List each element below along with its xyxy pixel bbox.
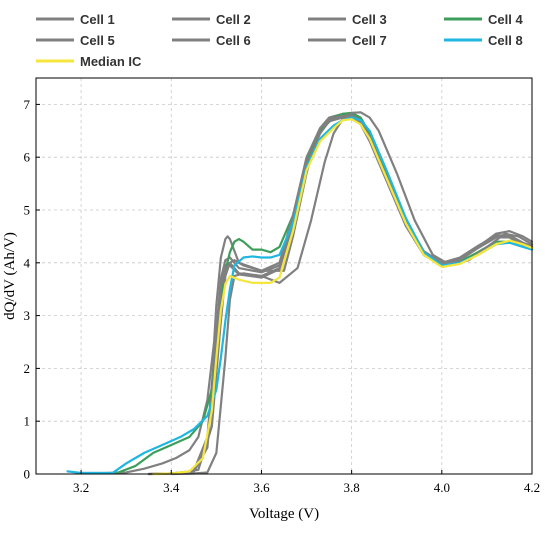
legend-item-cell-5: Cell 5 xyxy=(36,33,115,48)
legend-item-cell-8: Cell 8 xyxy=(444,33,523,48)
grid xyxy=(36,78,533,474)
legend-item-cell-2: Cell 2 xyxy=(172,12,251,27)
x-tick-label: 4.0 xyxy=(434,480,450,495)
y-tick-label: 2 xyxy=(24,361,31,376)
y-tick-label: 0 xyxy=(24,467,31,482)
y-tick-label: 3 xyxy=(24,308,31,323)
series-line-cell-6 xyxy=(156,114,534,476)
y-tick-label: 1 xyxy=(24,414,31,429)
legend-item-cell-7: Cell 7 xyxy=(308,33,387,48)
legend-label: Cell 5 xyxy=(80,33,115,48)
x-tick-label: 3.6 xyxy=(253,480,270,495)
series-line-median-ic xyxy=(152,118,534,476)
x-tick-label: 3.4 xyxy=(163,480,180,495)
y-axis-title: dQ/dV (Ah/V) xyxy=(2,232,18,320)
legend-item-cell-3: Cell 3 xyxy=(308,12,387,27)
legend-label: Cell 1 xyxy=(80,12,115,27)
legend-item-median-ic: Median IC xyxy=(36,54,142,69)
plot-frame xyxy=(35,77,533,475)
series-lines xyxy=(66,111,534,476)
series-line-cell-7 xyxy=(147,114,534,476)
legend-label: Cell 3 xyxy=(352,12,387,27)
legend-label: Cell 7 xyxy=(352,33,387,48)
x-axis-title: Voltage (V) xyxy=(249,506,319,522)
y-tick-label: 4 xyxy=(24,255,31,270)
legend-item-cell-4: Cell 4 xyxy=(444,12,523,27)
legend-label: Median IC xyxy=(80,54,142,69)
legend-item-cell-6: Cell 6 xyxy=(172,33,251,48)
x-tick-label: 3.2 xyxy=(73,480,89,495)
legend-item-cell-1: Cell 1 xyxy=(36,12,115,27)
series-line-cell-1 xyxy=(147,113,534,476)
legend-label: Cell 4 xyxy=(488,12,523,27)
x-tick-label: 3.8 xyxy=(344,480,360,495)
y-tick-label: 6 xyxy=(24,150,31,165)
y-tick-label: 7 xyxy=(24,97,31,112)
series-line-cell-8 xyxy=(66,116,534,475)
legend-label: Cell 2 xyxy=(216,12,251,27)
legend-label: Cell 8 xyxy=(488,33,523,48)
x-tick-label: 4.2 xyxy=(524,480,540,495)
series-line-cell-5 xyxy=(170,111,534,476)
axis-ticks: 3.2 3.4 3.6 3.8 4.0 4.2 0 1 2 3 4 5 6 7 xyxy=(24,97,541,495)
legend-label: Cell 6 xyxy=(216,33,251,48)
legend: Cell 1 Cell 2 Cell 3 Cell 4 Cell 5 Cell 6 Cell… xyxy=(36,12,523,69)
y-tick-label: 5 xyxy=(24,203,31,218)
